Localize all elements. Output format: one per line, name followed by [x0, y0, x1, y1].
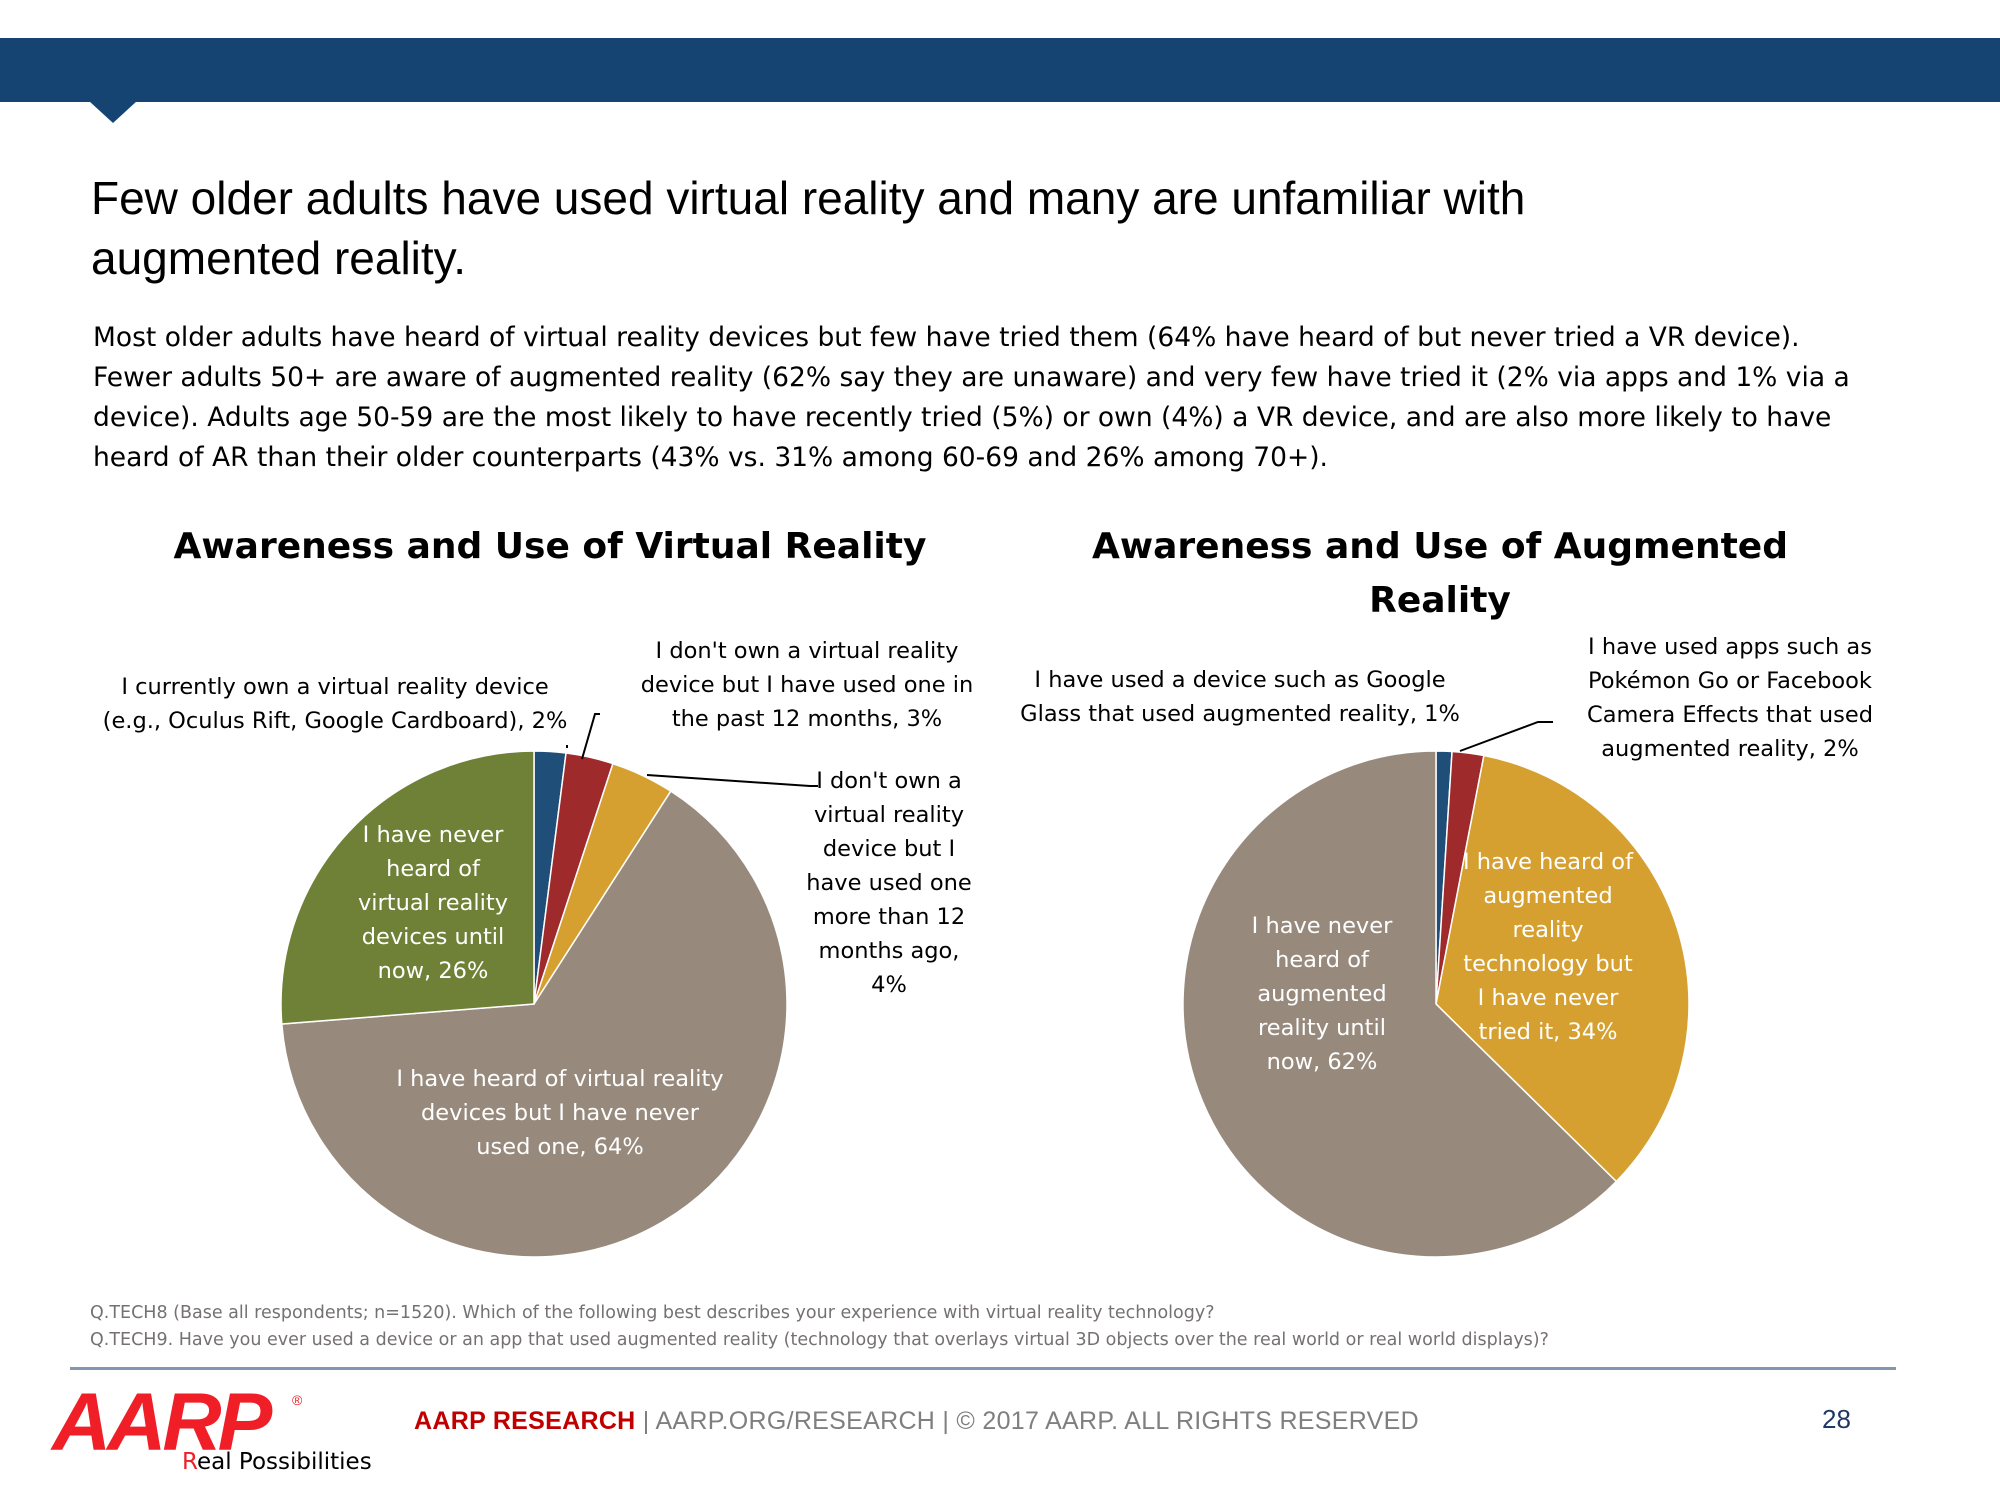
- leader-line-ar-apps: [1459, 721, 1553, 752]
- label-line: I have heard of: [1462, 849, 1633, 875]
- ar-chart-title: Awareness and Use of Augmented Reality: [1040, 520, 1840, 628]
- header-notch: [89, 101, 137, 123]
- label-line: I have never: [362, 822, 504, 848]
- label-line: I currently own a virtual reality device: [121, 674, 549, 700]
- ar-label-apps: I have used apps such as Pokémon Go or F…: [1560, 630, 1900, 766]
- footnote-vr: Q.TECH8 (Base all respondents; n=1520). …: [90, 1303, 1215, 1323]
- footer-text: AARP RESEARCH | AARP.ORG/RESEARCH | © 20…: [414, 1407, 1419, 1436]
- vr-label-own: I currently own a virtual reality device…: [95, 670, 575, 738]
- label-line: I don't own a: [816, 768, 962, 794]
- label-line: I have heard of virtual reality: [396, 1066, 724, 1092]
- label-line: devices until: [361, 924, 505, 950]
- aarp-logo: AARP: [52, 1377, 272, 1468]
- label-line: device but I: [822, 836, 956, 862]
- label-line: I have never: [1251, 913, 1393, 939]
- label-line: virtual reality: [357, 890, 509, 916]
- vr-chart-title: Awareness and Use of Virtual Reality: [150, 520, 950, 574]
- label-line: virtual reality: [813, 802, 965, 828]
- label-line: I don't own a virtual reality: [655, 638, 959, 664]
- label-line: augmented: [1483, 883, 1613, 909]
- vr-label-heard-never-used: I have heard of virtual reality devices …: [380, 1062, 740, 1164]
- label-line: augmented reality, 2%: [1601, 736, 1859, 762]
- footer-copyright: | AARP.ORG/RESEARCH | © 2017 AARP. ALL R…: [635, 1407, 1419, 1435]
- page-number: 28: [1822, 1404, 1851, 1434]
- label-line: technology but: [1463, 951, 1633, 977]
- label-line: Glass that used augmented reality, 1%: [1020, 701, 1460, 727]
- label-line: devices but I have never: [421, 1100, 699, 1126]
- label-line: the past 12 months, 3%: [671, 706, 943, 732]
- label-line: 4%: [871, 972, 907, 998]
- label-line: (e.g., Oculus Rift, Google Cardboard), 2…: [102, 708, 568, 734]
- ar-chart-title-line: Reality: [1369, 580, 1511, 621]
- label-line: reality: [1512, 917, 1584, 943]
- header-bar: [0, 38, 2000, 102]
- footnote-ar: Q.TECH9. Have you ever used a device or …: [90, 1330, 1549, 1350]
- label-line: I have used apps such as: [1588, 634, 1872, 660]
- ar-pie: [1182, 750, 1690, 1258]
- label-line: Camera Effects that used: [1586, 702, 1874, 728]
- title-line-1: Few older adults have used virtual reali…: [91, 172, 1526, 224]
- label-line: augmented: [1257, 981, 1387, 1007]
- tagline-initial: R: [182, 1449, 197, 1475]
- summary-line: device). Adults age 50-59 are the most l…: [93, 402, 1832, 433]
- logo-registered-mark: ®: [292, 1392, 303, 1408]
- vr-label-never-heard: I have never heard of virtual reality de…: [343, 818, 523, 988]
- label-line: months ago,: [818, 938, 960, 964]
- leader-line-vr-used-more: [646, 774, 818, 787]
- vr-chart-title-text: Awareness and Use of Virtual Reality: [173, 526, 927, 567]
- summary-paragraph: Most older adults have heard of virtual …: [93, 318, 1873, 478]
- label-line: heard of: [1275, 947, 1369, 973]
- leader-lines: [566, 713, 1553, 787]
- label-line: more than 12: [812, 904, 966, 930]
- slide-title: Few older adults have used virtual reali…: [91, 168, 1891, 288]
- summary-line: heard of AR than their older counterpart…: [93, 442, 1328, 473]
- footer-rule: [70, 1367, 1896, 1370]
- label-line: now, 62%: [1266, 1049, 1378, 1075]
- label-line: I have never: [1477, 985, 1619, 1011]
- summary-line: Fewer adults 50+ are aware of augmented …: [93, 362, 1850, 393]
- vr-pie-slice-4: [280, 790, 788, 1258]
- label-line: Pokémon Go or Facebook: [1588, 668, 1872, 694]
- ar-label-never-heard: I have never heard of augmented reality …: [1232, 909, 1412, 1079]
- label-line: now, 26%: [377, 958, 489, 984]
- label-line: have used one: [806, 870, 972, 896]
- logo-tagline: Real Possibilities: [182, 1449, 372, 1475]
- ar-label-heard-never-tried: I have heard of augmented reality techno…: [1450, 845, 1646, 1049]
- footer-brand: AARP RESEARCH: [414, 1407, 636, 1435]
- label-line: I have used a device such as Google: [1034, 667, 1446, 693]
- label-line: reality until: [1257, 1015, 1387, 1041]
- vr-pie: [280, 750, 788, 1258]
- leader-line-vr-used-12: [581, 713, 600, 760]
- summary-line: Most older adults have heard of virtual …: [93, 322, 1800, 353]
- label-line: used one, 64%: [476, 1134, 644, 1160]
- label-line: device but I have used one in: [640, 672, 974, 698]
- label-line: heard of: [386, 856, 480, 882]
- ar-chart-title-line: Awareness and Use of Augmented: [1092, 526, 1788, 567]
- ar-pie-slice-3: [1435, 754, 1690, 1183]
- vr-label-used-more: I don't own a virtual reality device but…: [800, 764, 978, 1002]
- tagline-rest: eal Possibilities: [196, 1449, 372, 1475]
- title-line-2: augmented reality.: [91, 232, 467, 284]
- vr-label-used-12: I don't own a virtual reality device but…: [632, 634, 982, 736]
- ar-label-device: I have used a device such as Google Glas…: [1010, 663, 1470, 731]
- ar-pie-slice-4: [1182, 750, 1618, 1258]
- vr-pie-slice-5: [280, 750, 535, 1025]
- label-line: tried it, 34%: [1478, 1019, 1618, 1045]
